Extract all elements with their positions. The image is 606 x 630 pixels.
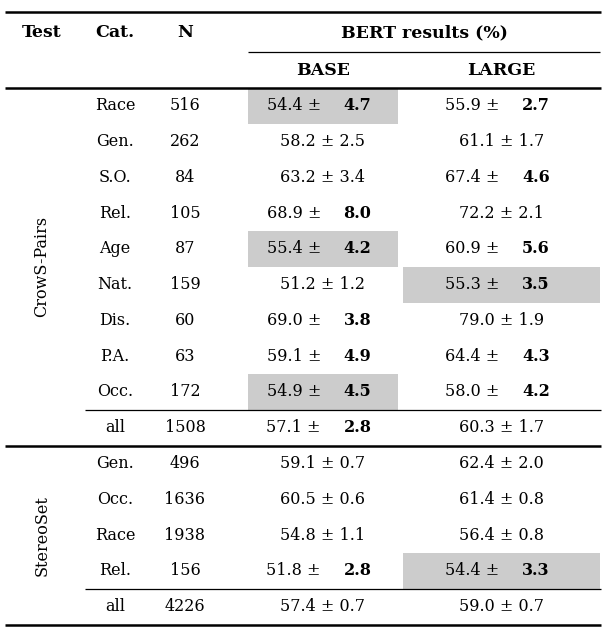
Text: 87: 87 (175, 241, 195, 258)
Text: Age: Age (99, 241, 131, 258)
Text: Dis.: Dis. (99, 312, 131, 329)
Text: 60: 60 (175, 312, 195, 329)
Text: 156: 156 (170, 563, 201, 580)
Text: 79.0 ± 1.9: 79.0 ± 1.9 (459, 312, 544, 329)
Text: 54.8 ± 1.1: 54.8 ± 1.1 (281, 527, 365, 544)
Text: CrowS-Pairs: CrowS-Pairs (33, 216, 50, 318)
Text: 62.4 ± 2.0: 62.4 ± 2.0 (459, 455, 544, 472)
Text: 69.0 ±: 69.0 ± (267, 312, 326, 329)
Text: 1938: 1938 (164, 527, 205, 544)
Text: 496: 496 (170, 455, 201, 472)
Text: 3.3: 3.3 (522, 563, 550, 580)
Text: 57.1 ±: 57.1 ± (267, 420, 326, 436)
Text: 59.1 ± 0.7: 59.1 ± 0.7 (281, 455, 365, 472)
Text: 3.8: 3.8 (344, 312, 371, 329)
Text: 60.9 ±: 60.9 ± (445, 241, 505, 258)
Text: Cat.: Cat. (95, 24, 135, 41)
Bar (403, 266, 600, 302)
Text: Gen.: Gen. (96, 455, 134, 472)
Text: 4.2: 4.2 (522, 384, 550, 401)
Text: 72.2 ± 2.1: 72.2 ± 2.1 (459, 205, 544, 222)
Text: Gen.: Gen. (96, 133, 134, 150)
Text: 68.9 ±: 68.9 ± (267, 205, 326, 222)
Text: 54.4 ±: 54.4 ± (445, 563, 505, 580)
Text: 61.1 ± 1.7: 61.1 ± 1.7 (459, 133, 544, 150)
Text: 4.2: 4.2 (344, 241, 371, 258)
Text: 4226: 4226 (165, 598, 205, 615)
Text: 56.4 ± 0.8: 56.4 ± 0.8 (459, 527, 544, 544)
Text: 61.4 ± 0.8: 61.4 ± 0.8 (459, 491, 544, 508)
Text: 57.4 ± 0.7: 57.4 ± 0.7 (281, 598, 365, 615)
Text: Occ.: Occ. (97, 384, 133, 401)
Text: Rel.: Rel. (99, 563, 131, 580)
Text: 59.1 ±: 59.1 ± (267, 348, 326, 365)
Bar (248, 374, 398, 410)
Text: 262: 262 (170, 133, 200, 150)
Text: Occ.: Occ. (97, 491, 133, 508)
Text: Race: Race (95, 97, 135, 114)
Text: all: all (105, 420, 125, 436)
Text: Test: Test (22, 24, 62, 41)
Text: 63.2 ± 3.4: 63.2 ± 3.4 (281, 169, 365, 186)
Text: 51.2 ± 1.2: 51.2 ± 1.2 (281, 276, 365, 293)
Text: 2.8: 2.8 (344, 420, 371, 436)
Text: 4.9: 4.9 (344, 348, 371, 365)
Text: N: N (177, 24, 193, 41)
Text: S.O.: S.O. (99, 169, 132, 186)
Text: 4.3: 4.3 (522, 348, 550, 365)
Text: 5.6: 5.6 (522, 241, 550, 258)
Text: 3.5: 3.5 (522, 276, 550, 293)
Text: Race: Race (95, 527, 135, 544)
Text: 84: 84 (175, 169, 195, 186)
Text: 55.3 ±: 55.3 ± (445, 276, 505, 293)
Text: 4.7: 4.7 (344, 97, 371, 114)
Text: 8.0: 8.0 (344, 205, 371, 222)
Text: 55.9 ±: 55.9 ± (445, 97, 505, 114)
Text: 67.4 ±: 67.4 ± (445, 169, 505, 186)
Text: 4.6: 4.6 (522, 169, 550, 186)
Bar (403, 553, 600, 589)
Text: BERT results (%): BERT results (%) (341, 24, 507, 41)
Text: 58.2 ± 2.5: 58.2 ± 2.5 (281, 133, 365, 150)
Text: Rel.: Rel. (99, 205, 131, 222)
Text: StereoSet: StereoSet (33, 495, 50, 576)
Text: 58.0 ±: 58.0 ± (445, 384, 505, 401)
Text: 172: 172 (170, 384, 201, 401)
Text: all: all (105, 598, 125, 615)
Text: 1636: 1636 (164, 491, 205, 508)
Bar (248, 88, 398, 123)
Text: 1508: 1508 (165, 420, 205, 436)
Text: 51.8 ±: 51.8 ± (267, 563, 326, 580)
Text: 105: 105 (170, 205, 201, 222)
Text: 2.8: 2.8 (344, 563, 371, 580)
Text: 59.0 ± 0.7: 59.0 ± 0.7 (459, 598, 544, 615)
Text: BASE: BASE (296, 62, 350, 79)
Text: LARGE: LARGE (467, 62, 536, 79)
Bar (248, 231, 398, 266)
Text: 4.5: 4.5 (344, 384, 371, 401)
Text: 64.4 ±: 64.4 ± (445, 348, 505, 365)
Text: P.A.: P.A. (101, 348, 130, 365)
Text: 54.4 ±: 54.4 ± (267, 97, 326, 114)
Text: 2.7: 2.7 (522, 97, 550, 114)
Text: 60.5 ± 0.6: 60.5 ± 0.6 (281, 491, 365, 508)
Text: 159: 159 (170, 276, 201, 293)
Text: 55.4 ±: 55.4 ± (267, 241, 326, 258)
Text: 60.3 ± 1.7: 60.3 ± 1.7 (459, 420, 544, 436)
Text: Nat.: Nat. (98, 276, 133, 293)
Text: 54.9 ±: 54.9 ± (267, 384, 326, 401)
Text: 516: 516 (170, 97, 201, 114)
Text: 63: 63 (175, 348, 195, 365)
